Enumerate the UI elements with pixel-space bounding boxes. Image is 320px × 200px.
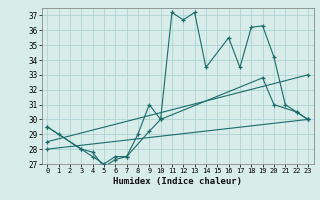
X-axis label: Humidex (Indice chaleur): Humidex (Indice chaleur) [113, 177, 242, 186]
